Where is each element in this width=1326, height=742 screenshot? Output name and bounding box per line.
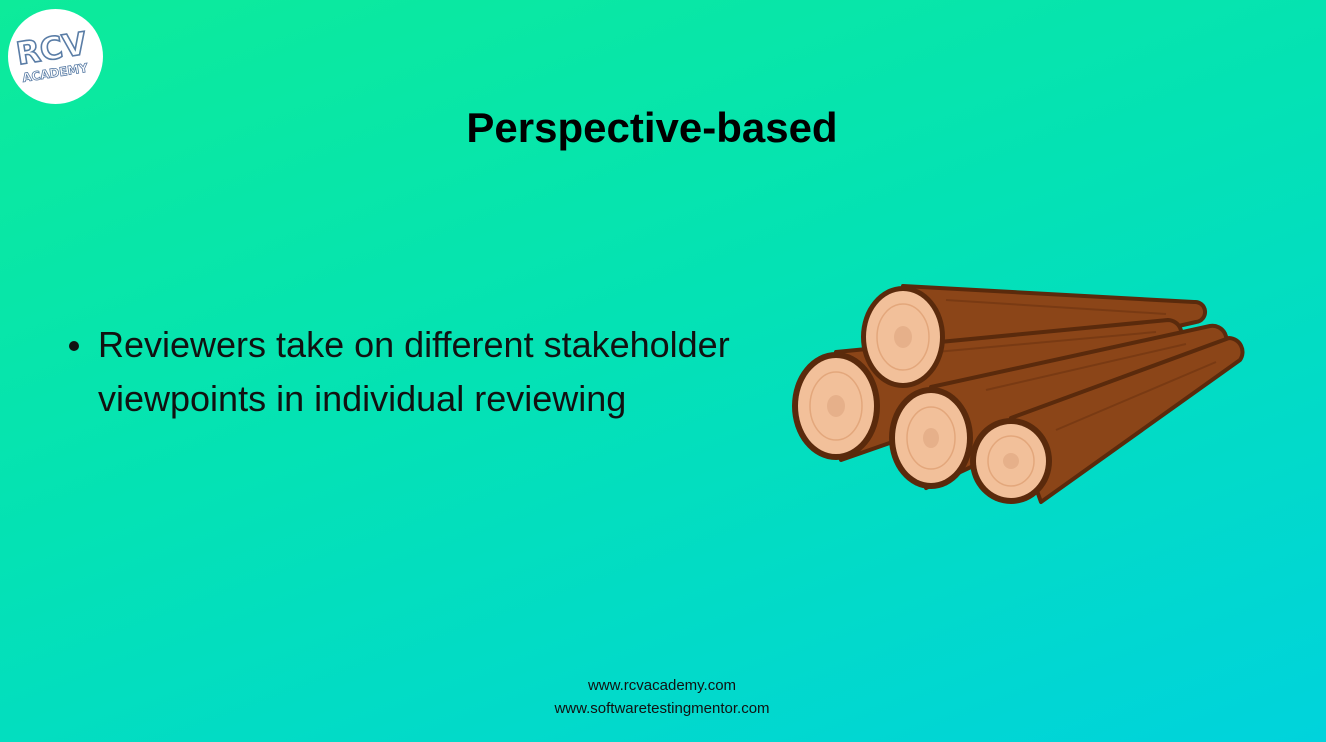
right-log-body [1009,336,1245,504]
rcv-academy-logo: RCV ACADEMY [8,9,103,104]
footer-link-rcvacademy[interactable]: www.rcvacademy.com [587,677,737,694]
logo-mark: RCV ACADEMY [13,25,90,85]
bullet-dot [69,341,79,351]
bullet-list: Reviewers take on different stakeholder … [66,318,786,426]
log-ends [792,286,1052,504]
bullet-item: Reviewers take on different stakeholder … [66,318,786,426]
slide-title: Perspective-based [466,104,838,151]
footer-link-softwaretestingmentor[interactable]: www.softwaretestingmentor.com [554,700,770,717]
footer: www.rcvacademy.com www.softwaretestingme… [0,674,1324,720]
wooden-logs-icon [792,284,1245,504]
bullet-text: Reviewers take on different stakeholder … [98,324,730,419]
